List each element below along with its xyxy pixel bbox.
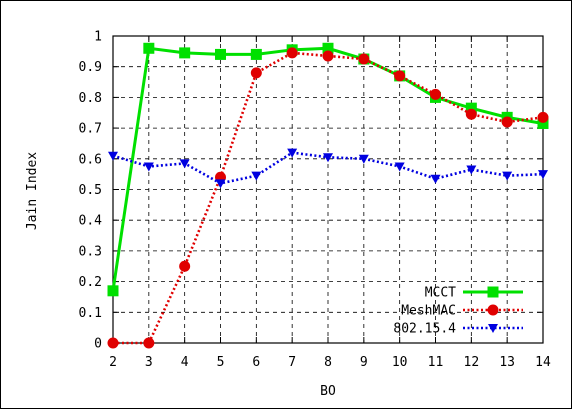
data-point (250, 48, 262, 60)
data-point (538, 170, 548, 180)
legend: MCCT MeshMAC 802.15.4 (393, 286, 523, 337)
data-point (537, 111, 549, 123)
x-tick-label: 8 (324, 355, 332, 370)
data-point (250, 67, 262, 79)
series-802-15-4 (108, 148, 548, 189)
data-point (322, 50, 334, 62)
data-point (215, 179, 226, 189)
y-tick-label: 0.4 (79, 214, 103, 229)
y-tick-label: 0.3 (79, 244, 102, 259)
x-tick-label: 3 (145, 355, 153, 370)
data-point (287, 148, 298, 158)
data-point (143, 162, 154, 172)
data-point (430, 88, 441, 100)
grid (113, 36, 543, 343)
x-tick-label: 13 (499, 355, 515, 370)
x-tick-label: 12 (464, 355, 480, 370)
data-point (502, 171, 513, 181)
y-tick-label: 1 (94, 30, 102, 45)
x-tick-label: 4 (181, 355, 189, 370)
y-tick-label: 0.6 (79, 152, 102, 167)
legend-label: 802.15.4 (393, 322, 456, 337)
data-point (108, 151, 118, 161)
y-tick-label: 0.2 (79, 275, 102, 290)
data-point (465, 108, 477, 120)
x-tick-label: 5 (217, 355, 225, 370)
data-point (215, 48, 226, 60)
y-tick-label: 0 (94, 337, 102, 352)
series-meshmac (107, 47, 549, 349)
data-point (394, 70, 406, 82)
data-point (179, 159, 190, 169)
data-point (323, 153, 333, 163)
x-tick-label: 7 (288, 355, 296, 370)
data-point (286, 47, 298, 59)
legend-label: MCCT (425, 286, 456, 301)
data-point (143, 337, 155, 349)
data-point (358, 154, 369, 164)
x-tick-label: 10 (392, 355, 408, 370)
data-point (430, 174, 441, 184)
data-point (537, 117, 549, 129)
data-point (179, 260, 191, 272)
data-point (394, 162, 405, 172)
y-tick-label: 0.9 (79, 60, 102, 75)
data-point (179, 47, 191, 59)
data-point (488, 324, 498, 333)
data-point (487, 286, 499, 298)
data-point (322, 42, 334, 54)
x-tick-label: 9 (360, 355, 368, 370)
legend-label: MeshMAC (401, 304, 456, 319)
x-tick-label: 2 (109, 355, 117, 370)
y-tick-label: 0.5 (79, 183, 102, 198)
data-point (251, 171, 262, 181)
data-point (143, 42, 155, 54)
data-point (466, 165, 477, 175)
data-point (358, 53, 370, 65)
series-layer (107, 42, 549, 349)
axis-ticks: 00.10.20.30.40.50.60.70.80.912 3 4 5 6 7 8 9 10 1… (79, 30, 551, 371)
x-axis-label: BO (320, 384, 336, 399)
data-point (107, 285, 119, 297)
x-tick-label: 14 (535, 355, 551, 370)
y-tick-label: 0.7 (79, 122, 102, 137)
y-axis-label: Jain Index (25, 152, 40, 230)
x-tick-label: 11 (428, 355, 444, 370)
data-point (107, 337, 119, 349)
data-point (465, 102, 477, 114)
y-tick-label: 0.8 (79, 91, 102, 106)
x-tick-label: 6 (252, 355, 260, 370)
data-point (501, 116, 513, 128)
data-point (487, 304, 499, 316)
y-tick-label: 0.1 (79, 306, 102, 321)
